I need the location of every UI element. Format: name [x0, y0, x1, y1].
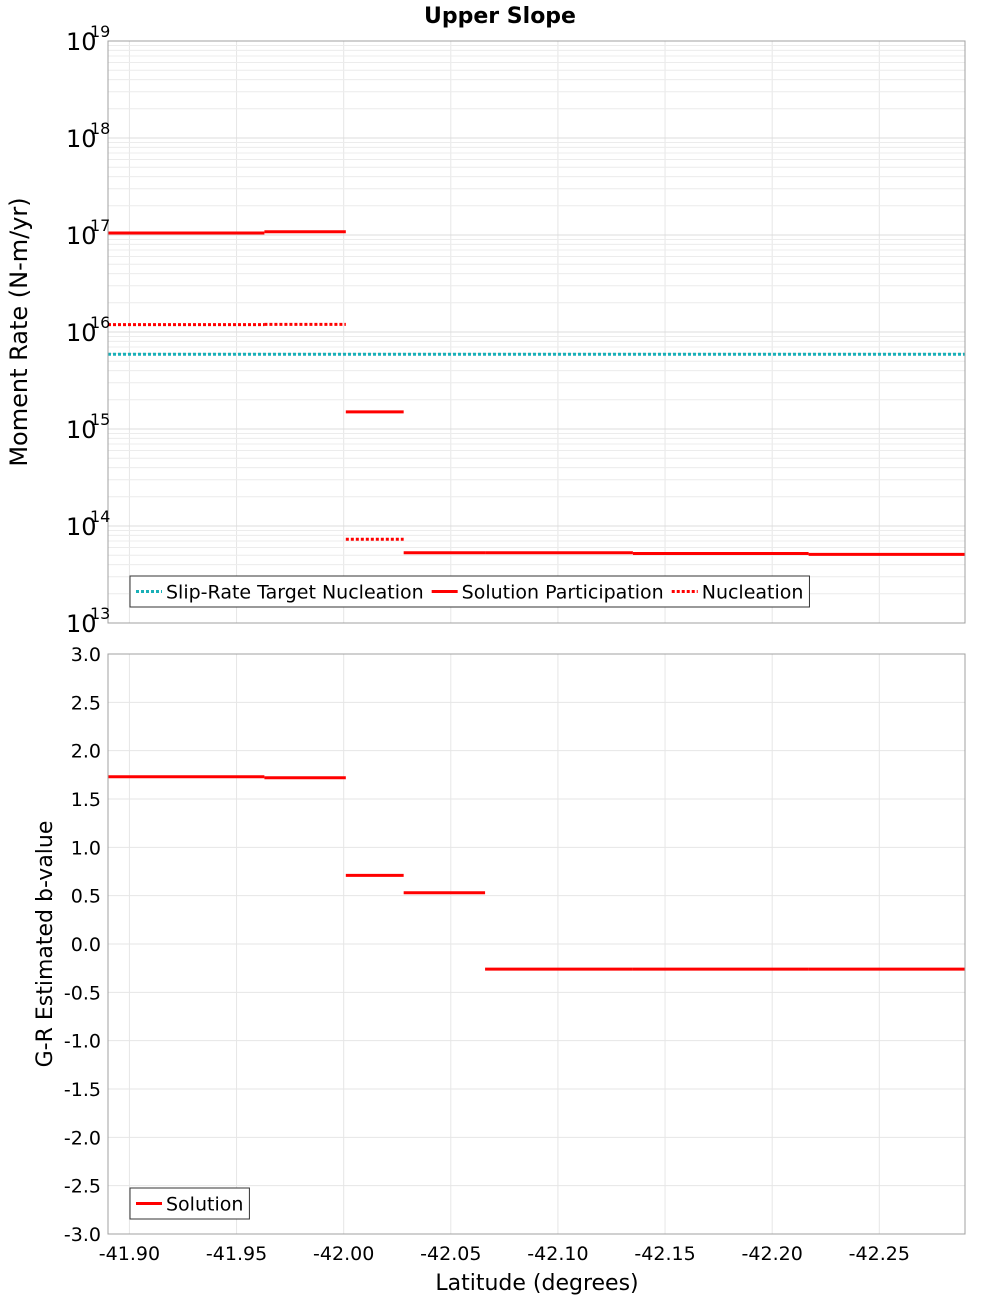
top-y-axis-label: Moment Rate (N-m/yr): [5, 197, 33, 466]
bottom-y-axis-label: G-R Estimated b-value: [33, 821, 58, 1068]
top-y-tick-exponent: 16: [90, 313, 110, 332]
top-series: [108, 230, 965, 556]
top-y-tick-base: 10: [66, 416, 97, 444]
x-tick-label: -42.05: [420, 1243, 481, 1265]
bottom-y-tick-label: -2.5: [64, 1176, 101, 1198]
top-y-tick-exponent: 19: [90, 22, 110, 41]
bottom-y-tick-label: 1.0: [71, 837, 101, 859]
bottom-y-tick-label: -0.5: [64, 982, 101, 1004]
bottom-y-tick-label: 0.0: [71, 934, 101, 956]
bottom-plot-frame: [107, 653, 966, 1235]
bottom-y-tick-label: 3.0: [71, 644, 101, 666]
top-y-tick-base: 10: [66, 125, 97, 153]
x-tick-label: -42.15: [634, 1243, 695, 1265]
bottom-x-ticks: -41.90 -41.95 -42.00 -42.05 -42.10 -42.15 -42.…: [99, 1243, 910, 1265]
top-plot-frame: [107, 40, 966, 624]
top-y-tick-base: 10: [66, 222, 97, 250]
top-y-tick-exponent: 13: [90, 604, 110, 623]
bottom-y-tick-label: -2.0: [64, 1127, 101, 1149]
x-tick-label: -42.00: [313, 1243, 374, 1265]
bottom-y-ticks: 3.0 2.5 2.0 1.5 1.0 0.5 0.0 -0.5 -1.0 -1.5 -2.0 -2.…: [64, 644, 101, 1246]
bottom-grid: [108, 653, 965, 1235]
top-y-tick-base: 10: [66, 513, 97, 541]
top-y-tick-exponent: 17: [90, 216, 110, 235]
top-legend: Slip-Rate Target Nucleation Solution Part…: [129, 575, 810, 608]
bottom-y-tick-label: -3.0: [64, 1224, 101, 1246]
legend-label: Solution: [166, 1194, 243, 1216]
legend-label: Nucleation: [702, 582, 804, 604]
bottom-y-tick-label: -1.5: [64, 1079, 101, 1101]
legend-frame: [129, 575, 810, 608]
x-tick-label: -41.90: [99, 1243, 160, 1265]
top-y-tick-base: 10: [66, 610, 97, 638]
bottom-y-tick-label: 2.5: [71, 692, 101, 714]
legend-frame: [129, 1187, 250, 1220]
legend-label: Slip-Rate Target Nucleation: [166, 582, 424, 604]
top-y-tick-exponent: 14: [90, 507, 110, 526]
x-tick-label: -41.95: [206, 1243, 267, 1265]
bottom-y-tick-label: 2.0: [71, 741, 101, 763]
chart-title: Upper Slope: [424, 4, 576, 29]
top-y-tick-base: 10: [66, 319, 97, 347]
top-y-tick-exponent: 15: [90, 410, 110, 429]
bottom-y-tick-label: 0.5: [71, 886, 101, 908]
bottom-series: [108, 775, 965, 971]
x-tick-label: -42.20: [742, 1243, 803, 1265]
bottom-y-tick-label: 1.5: [71, 789, 101, 811]
x-axis-label: Latitude (degrees): [435, 1271, 638, 1296]
top-y-tick-base: 10: [66, 28, 97, 56]
b-value-plot: 3.0 2.5 2.0 1.5 1.0 0.5 0.0 -0.5 -1.0 -1.5 -2.0 -2.…: [33, 644, 966, 1296]
bottom-legend: Solution: [129, 1187, 250, 1220]
legend-label: Solution Participation: [462, 582, 664, 604]
x-tick-label: -42.25: [849, 1243, 910, 1265]
bottom-y-tick-label: -1.0: [64, 1031, 101, 1053]
legend-background: [130, 576, 810, 607]
top-y-tick-exponent: 18: [90, 119, 110, 138]
x-tick-label: -42.10: [527, 1243, 588, 1265]
